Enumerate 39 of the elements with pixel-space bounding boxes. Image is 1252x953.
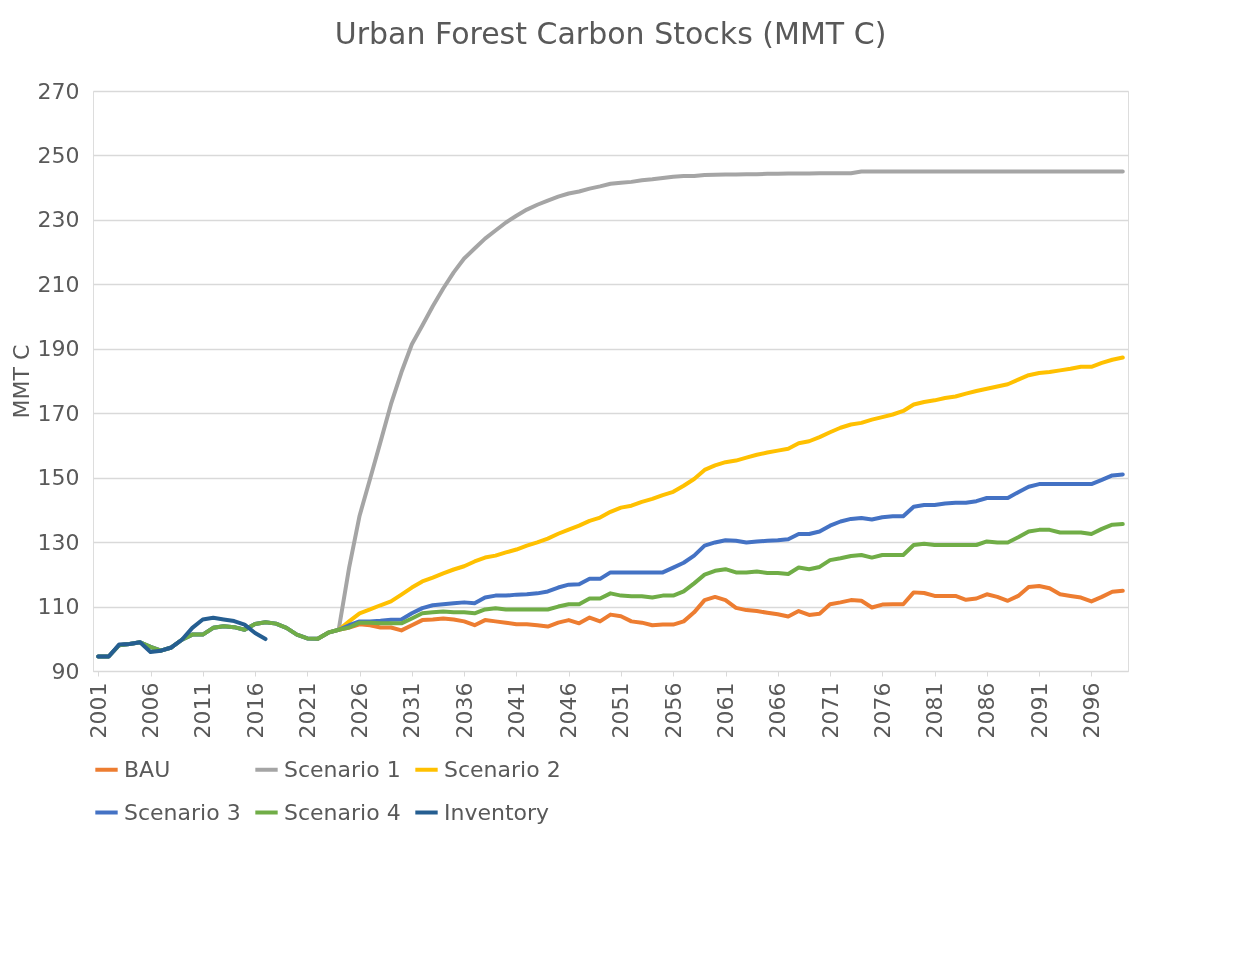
y-tick-label: 90 [51,658,80,684]
x-tick-label: 2086 [974,682,1000,739]
x-tick-label: 2066 [765,682,791,739]
x-tick-label: 2091 [1026,682,1052,739]
x-tick-label: 2046 [556,682,582,739]
x-tick-label: 2006 [138,682,163,739]
x-tick-label: 2031 [399,682,425,739]
legend-label: Inventory [444,799,550,825]
y-tick-label: 170 [37,400,80,426]
x-tick-label: 2041 [503,682,529,739]
legend-label: BAU [124,756,171,782]
legend-label: Scenario 1 [284,756,401,782]
y-tick-label: 150 [37,465,80,491]
y-tick-label: 130 [37,529,80,555]
x-tick-label: 2036 [451,682,477,739]
x-tick-label: 2081 [922,682,948,739]
x-tick-label: 2061 [713,682,738,739]
x-tick-label: 2011 [190,682,216,739]
y-axis-title: MMT C [8,344,34,419]
legend-label: Scenario 2 [444,756,561,782]
legend-label: Scenario 4 [284,799,401,825]
x-tick-label: 2001 [85,682,111,739]
y-tick-label: 190 [37,336,80,362]
x-tick-label: 2071 [817,682,843,739]
y-tick-label: 230 [37,207,80,233]
line-series [96,615,268,659]
x-tick-label: 2026 [347,682,373,739]
x-tick-label: 2021 [294,682,320,739]
chart-title: Urban Forest Carbon Stocks (MMT C) [334,16,887,51]
y-tick-label: 270 [37,78,80,104]
y-tick-label: 110 [37,594,80,620]
legend-label: Scenario 3 [124,799,241,825]
y-tick-label: 210 [37,271,80,297]
x-tick-label: 2016 [242,682,268,739]
x-tick-label: 2056 [660,682,686,739]
x-tick-label: 2096 [1078,682,1104,739]
x-tick-label: 2076 [869,682,895,739]
x-tick-label: 2051 [608,682,634,739]
y-tick-label: 250 [37,142,80,168]
